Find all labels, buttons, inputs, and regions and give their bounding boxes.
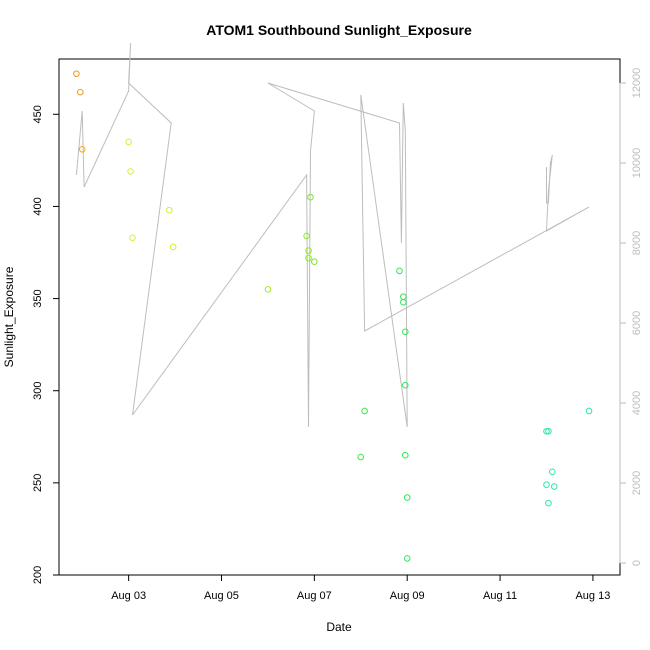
data-point bbox=[303, 232, 310, 240]
x-tick-label: Aug 09 bbox=[390, 590, 425, 602]
x-tick-label: Aug 13 bbox=[575, 590, 610, 602]
data-point bbox=[400, 293, 407, 301]
data-point bbox=[169, 243, 177, 251]
data-point bbox=[165, 206, 173, 214]
y-axis-label: Sunlight_Exposure bbox=[2, 266, 16, 367]
data-point bbox=[543, 481, 550, 489]
secondary-y-tick-label: 2000 bbox=[631, 471, 643, 495]
x-tick-label: Aug 11 bbox=[483, 590, 517, 602]
data-point bbox=[76, 88, 84, 96]
plot-frame bbox=[58, 58, 621, 576]
secondary-y-tick-label: 4000 bbox=[631, 391, 643, 415]
data-point bbox=[264, 286, 272, 293]
y-tick-label: 200 bbox=[32, 566, 44, 584]
secondary-y-tick-label: 12000 bbox=[631, 68, 643, 99]
secondary-series-line bbox=[75, 42, 590, 428]
y-tick-label: 250 bbox=[32, 474, 44, 492]
data-point bbox=[73, 70, 80, 78]
data-point bbox=[307, 193, 314, 201]
x-tick-label: Aug 03 bbox=[111, 590, 146, 602]
y-tick-label: 350 bbox=[32, 289, 44, 307]
secondary-y-axis: 0 2000 4000 6000 8000 10000 12000 bbox=[619, 68, 643, 566]
data-point bbox=[550, 483, 558, 490]
y-tick-label: 300 bbox=[32, 382, 44, 400]
data-point bbox=[125, 138, 132, 146]
data-point bbox=[403, 555, 411, 562]
x-tick-label: Aug 07 bbox=[297, 590, 332, 602]
data-point bbox=[127, 168, 134, 175]
data-point bbox=[403, 494, 411, 501]
points-layer bbox=[73, 70, 593, 562]
secondary-y-tick-label: 10000 bbox=[631, 148, 643, 179]
x-axis: Aug 03 Aug 05 Aug 07 Aug 09 Aug 11 Aug 13 bbox=[111, 574, 610, 602]
y-axis: 200 250 300 350 400 450 bbox=[32, 105, 60, 584]
data-point bbox=[129, 234, 136, 242]
chart-title: ATOM1 Southbound Sunlight_Exposure bbox=[206, 22, 472, 38]
data-point bbox=[543, 427, 550, 435]
data-point bbox=[545, 499, 552, 507]
x-axis-label: Date bbox=[326, 620, 352, 634]
secondary-y-tick-label: 0 bbox=[631, 560, 643, 566]
data-point bbox=[305, 247, 312, 254]
y-tick-label: 400 bbox=[32, 197, 44, 215]
secondary-y-tick-label: 8000 bbox=[631, 231, 643, 255]
data-point bbox=[361, 407, 368, 415]
data-point bbox=[401, 328, 409, 336]
data-point bbox=[305, 254, 312, 262]
data-point bbox=[400, 298, 407, 306]
data-point bbox=[401, 381, 409, 389]
secondary-line-layer bbox=[75, 42, 590, 428]
data-point bbox=[401, 451, 409, 459]
data-point bbox=[396, 267, 403, 275]
data-point bbox=[548, 468, 556, 476]
data-point bbox=[585, 407, 593, 415]
data-point bbox=[78, 146, 86, 153]
x-tick-label: Aug 05 bbox=[204, 590, 239, 602]
secondary-y-tick-label: 6000 bbox=[631, 311, 643, 335]
data-point bbox=[545, 427, 552, 435]
data-point bbox=[311, 258, 318, 266]
data-point bbox=[357, 453, 365, 461]
y-tick-label: 450 bbox=[32, 105, 44, 123]
